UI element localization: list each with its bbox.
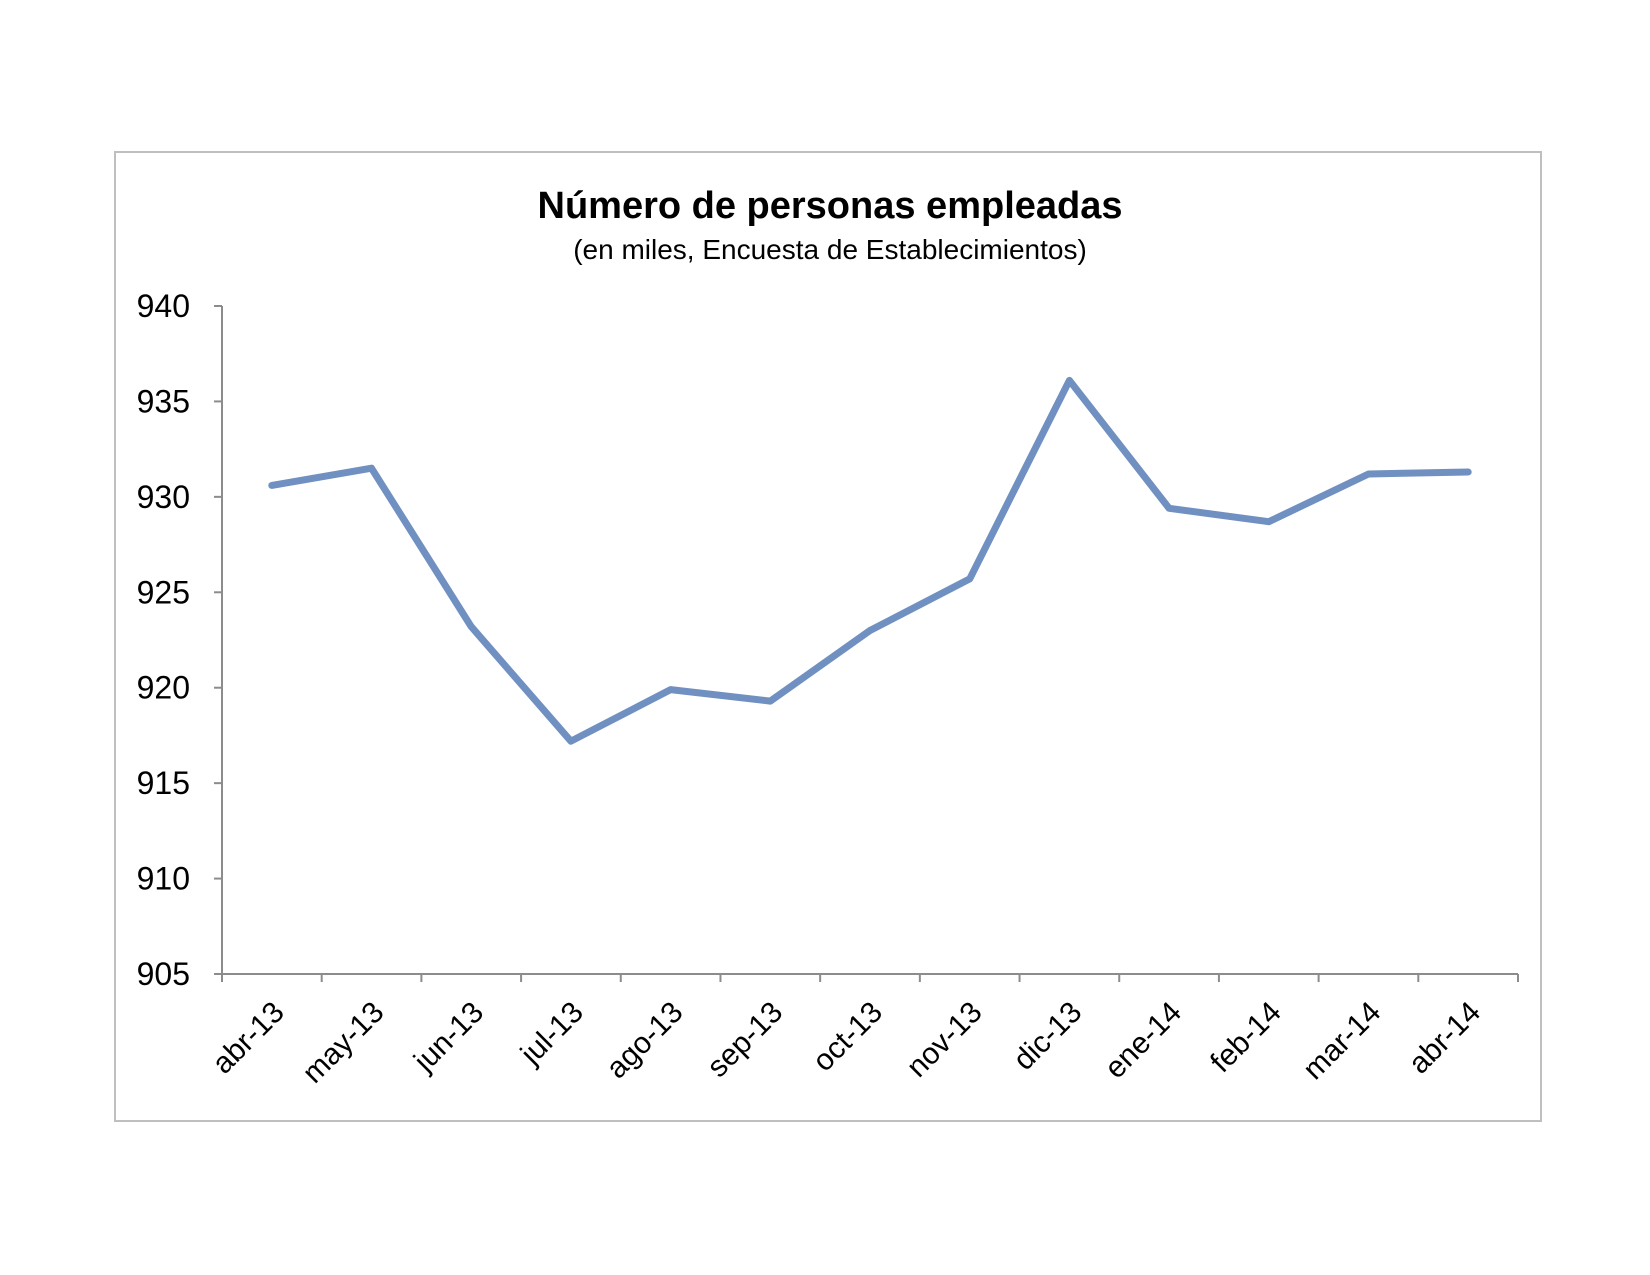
x-tick-label: oct-13 (807, 996, 889, 1078)
y-tick-label: 915 (137, 765, 190, 801)
data-point (1365, 470, 1372, 477)
x-tick-label: jul-13 (514, 996, 590, 1072)
y-tick-label: 905 (137, 956, 190, 992)
x-tick-label: nov-13 (900, 996, 988, 1084)
data-point (268, 482, 275, 489)
data-point (567, 738, 574, 745)
axes (221, 306, 1518, 975)
data-point (867, 627, 873, 634)
data-point (667, 686, 674, 693)
x-tick-label: abr-14 (1402, 996, 1487, 1081)
x-tick-label: feb-14 (1204, 996, 1287, 1079)
x-tick-label: sep-13 (701, 996, 789, 1084)
chart-subtitle: (en miles, Encuesta de Establecimientos) (573, 234, 1087, 265)
y-tick-label: 930 (137, 479, 190, 515)
y-axis-ticks: 905 910 915 920 925 930 935 940 (137, 288, 222, 992)
x-tick-label: abr-13 (206, 996, 291, 1081)
data-point (468, 623, 475, 630)
x-tick-label: may-13 (296, 996, 390, 1090)
line-chart: Número de personas empleadas (en miles, … (137, 185, 1519, 1090)
data-point (1265, 518, 1272, 525)
data-point (368, 465, 375, 472)
x-tick-label: jun-13 (407, 996, 490, 1079)
x-tick-label: dic-13 (1007, 996, 1088, 1077)
x-tick-label: ago-13 (600, 996, 689, 1085)
data-point (1465, 469, 1472, 476)
chart-frame: Número de personas empleadas (en miles, … (114, 151, 1542, 1122)
x-tick-label: ene-14 (1099, 996, 1188, 1085)
data-point (1066, 377, 1073, 384)
y-tick-label: 910 (137, 861, 190, 897)
data-point (966, 575, 973, 582)
x-tick-label: mar-14 (1297, 996, 1388, 1087)
x-axis-ticks: abr-13 may-13 jun-13 jul-13 ago-13 sep-13 oct-… (206, 974, 1519, 1090)
y-tick-label: 940 (137, 288, 190, 324)
y-tick-label: 935 (137, 383, 190, 419)
data-point (767, 698, 774, 705)
series-layer (268, 376, 1472, 745)
series-line (268, 376, 1472, 745)
data-point (1166, 505, 1173, 512)
y-tick-label: 920 (137, 670, 190, 706)
chart-title: Número de personas empleadas (538, 185, 1123, 227)
y-tick-label: 925 (137, 574, 190, 610)
